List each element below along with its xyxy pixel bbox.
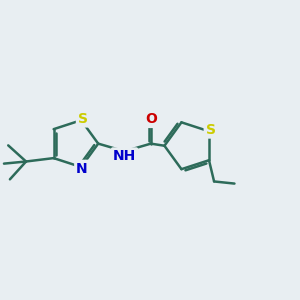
Text: S: S — [78, 112, 88, 125]
Text: N: N — [76, 162, 88, 176]
Text: O: O — [145, 112, 157, 126]
Text: S: S — [206, 123, 216, 136]
Text: NH: NH — [113, 149, 136, 164]
